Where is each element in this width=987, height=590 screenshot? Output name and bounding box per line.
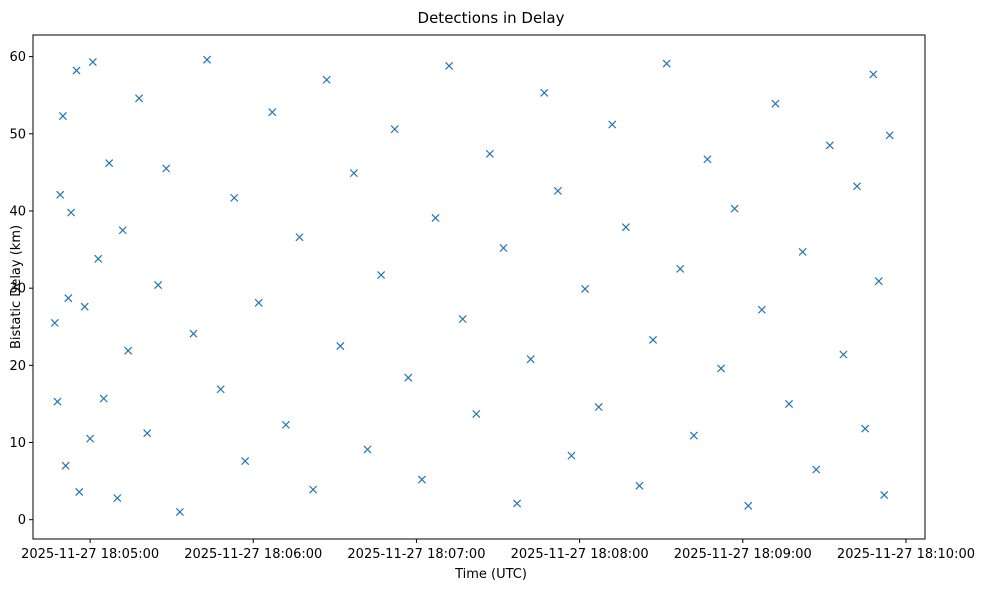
- scatter-point: [608, 120, 617, 129]
- scatter-point: [825, 141, 834, 150]
- x-tick-label: 2025-11-27 18:07:00: [347, 547, 485, 562]
- scatter-point: [717, 364, 726, 373]
- scatter-point: [567, 451, 576, 460]
- scatter-point: [812, 465, 821, 474]
- scatter-point: [64, 294, 73, 303]
- scatter-point: [162, 164, 171, 173]
- scatter-point: [594, 402, 603, 412]
- scatter-point: [268, 108, 277, 117]
- scatter-point: [72, 66, 81, 75]
- scatter-point: [662, 59, 671, 68]
- scatter-point: [526, 355, 535, 364]
- scatter-point: [744, 501, 753, 510]
- y-tick-label: 60: [9, 50, 26, 65]
- scatter-point: [499, 243, 508, 253]
- scatter-point: [75, 487, 84, 496]
- scatter-point: [281, 420, 290, 429]
- scatter-point: [53, 397, 62, 406]
- scatter-point: [336, 342, 345, 351]
- scatter-point: [485, 149, 494, 158]
- scatter-point: [703, 155, 712, 164]
- scatter-point: [553, 186, 562, 195]
- x-axis-label: Time (UTC): [454, 567, 527, 582]
- scatter-point: [113, 494, 122, 503]
- scatter-point: [309, 485, 318, 494]
- y-tick-label: 20: [9, 359, 26, 374]
- scatter-point: [784, 399, 794, 408]
- y-tick-label: 40: [9, 204, 26, 219]
- scatter-point: [861, 424, 870, 433]
- scatter-point: [88, 57, 97, 67]
- scatter-point: [203, 55, 212, 64]
- scatter-point: [99, 394, 108, 403]
- scatter-point: [798, 247, 807, 256]
- scatter-point: [377, 271, 386, 280]
- scatter-point: [757, 305, 766, 314]
- scatter-point: [417, 475, 426, 484]
- scatter-point: [135, 94, 144, 103]
- scatter-points: [50, 55, 894, 517]
- scatter-point: [852, 182, 862, 191]
- scatter-point: [154, 281, 163, 290]
- scatter-point: [61, 461, 70, 470]
- scatter-point: [67, 208, 76, 217]
- scatter-point: [885, 131, 894, 140]
- scatter-point: [635, 481, 644, 490]
- x-tick-label: 2025-11-27 18:08:00: [511, 547, 649, 562]
- scatter-point: [94, 254, 103, 263]
- scatter-point: [105, 159, 114, 168]
- scatter-point: [295, 233, 304, 242]
- scatter-point: [118, 226, 127, 235]
- scatter-point: [621, 223, 630, 232]
- chart-title: Detections in Delay: [418, 9, 565, 27]
- scatter-point: [869, 70, 878, 79]
- scatter-point: [431, 213, 440, 222]
- scatter-point: [404, 373, 413, 382]
- scatter-point: [216, 385, 225, 394]
- scatter-point: [689, 431, 698, 440]
- scatter-point: [86, 434, 95, 443]
- scatter-point: [58, 112, 67, 121]
- scatter-point: [241, 457, 250, 466]
- scatter-point: [649, 335, 658, 344]
- scatter-point: [124, 346, 133, 355]
- y-tick-label: 30: [9, 282, 26, 297]
- y-axis-label: Bistatic Delay (km): [9, 225, 24, 349]
- scatter-point: [676, 264, 685, 273]
- scatter-point: [390, 125, 399, 134]
- scatter-point: [540, 88, 549, 97]
- scatter-point: [56, 190, 65, 199]
- scatter-point: [445, 61, 454, 70]
- scatter-point: [322, 75, 331, 84]
- scatter-point: [472, 409, 481, 418]
- x-tick-label: 2025-11-27 18:10:00: [837, 547, 975, 562]
- axis-ticks: 2025-11-27 18:05:00 2025-11-27 18:06:00 20…: [9, 50, 975, 562]
- y-tick-label: 0: [18, 513, 26, 528]
- scatter-point: [50, 318, 59, 327]
- scatter-point: [254, 298, 263, 307]
- scatter-point: [189, 329, 198, 338]
- scatter-point: [363, 445, 372, 454]
- scatter-point: [581, 284, 590, 293]
- y-tick-label: 50: [9, 127, 26, 142]
- scatter-point: [80, 302, 89, 311]
- scatter-point: [874, 277, 883, 286]
- scatter-point: [730, 204, 739, 213]
- scatter-point: [771, 99, 780, 108]
- scatter-point: [458, 315, 467, 324]
- plot-area-frame: [32, 34, 926, 540]
- x-tick-label: 2025-11-27 18:09:00: [674, 547, 812, 562]
- scatter-point: [230, 193, 239, 202]
- scatter-point: [880, 490, 889, 500]
- scatter-point: [175, 507, 184, 517]
- scatter-point: [143, 429, 152, 438]
- y-tick-label: 10: [9, 436, 26, 451]
- scatter-point: [513, 499, 522, 508]
- scatter-point: [839, 350, 848, 359]
- x-tick-label: 2025-11-27 18:05:00: [21, 547, 159, 562]
- x-tick-label: 2025-11-27 18:06:00: [184, 547, 322, 562]
- scatter-point: [349, 169, 358, 178]
